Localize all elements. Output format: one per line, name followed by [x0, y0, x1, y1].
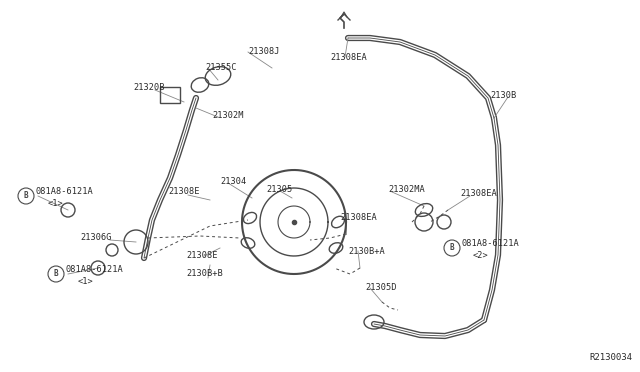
- Text: B: B: [24, 192, 28, 201]
- Text: 21305: 21305: [266, 185, 292, 193]
- Text: 21308J: 21308J: [248, 48, 280, 57]
- Text: B: B: [450, 244, 454, 253]
- Text: 21308EA: 21308EA: [340, 212, 377, 221]
- Text: 21320B: 21320B: [133, 83, 164, 93]
- Text: 081A8-6121A: 081A8-6121A: [66, 264, 124, 273]
- Text: 21302M: 21302M: [212, 110, 243, 119]
- Text: <1>: <1>: [48, 199, 64, 208]
- Text: 21304: 21304: [220, 176, 246, 186]
- Text: B: B: [54, 269, 58, 279]
- Text: 21308E: 21308E: [186, 250, 218, 260]
- Text: 21308EA: 21308EA: [460, 189, 497, 199]
- Text: R2130034: R2130034: [589, 353, 632, 362]
- Text: 2130B+B: 2130B+B: [186, 269, 223, 279]
- Text: 21305D: 21305D: [365, 282, 397, 292]
- Text: 21302MA: 21302MA: [388, 186, 425, 195]
- Text: <1>: <1>: [78, 276, 93, 285]
- Text: 21308EA: 21308EA: [330, 52, 367, 61]
- Text: 21306G: 21306G: [80, 232, 111, 241]
- Text: 21308E: 21308E: [168, 186, 200, 196]
- Text: 081A8-6121A: 081A8-6121A: [461, 238, 519, 247]
- Text: 2130B: 2130B: [490, 90, 516, 99]
- Text: 081A8-6121A: 081A8-6121A: [36, 186, 93, 196]
- Text: 2130B+A: 2130B+A: [348, 247, 385, 256]
- Text: 21355C: 21355C: [205, 62, 237, 71]
- Text: <2>: <2>: [473, 250, 489, 260]
